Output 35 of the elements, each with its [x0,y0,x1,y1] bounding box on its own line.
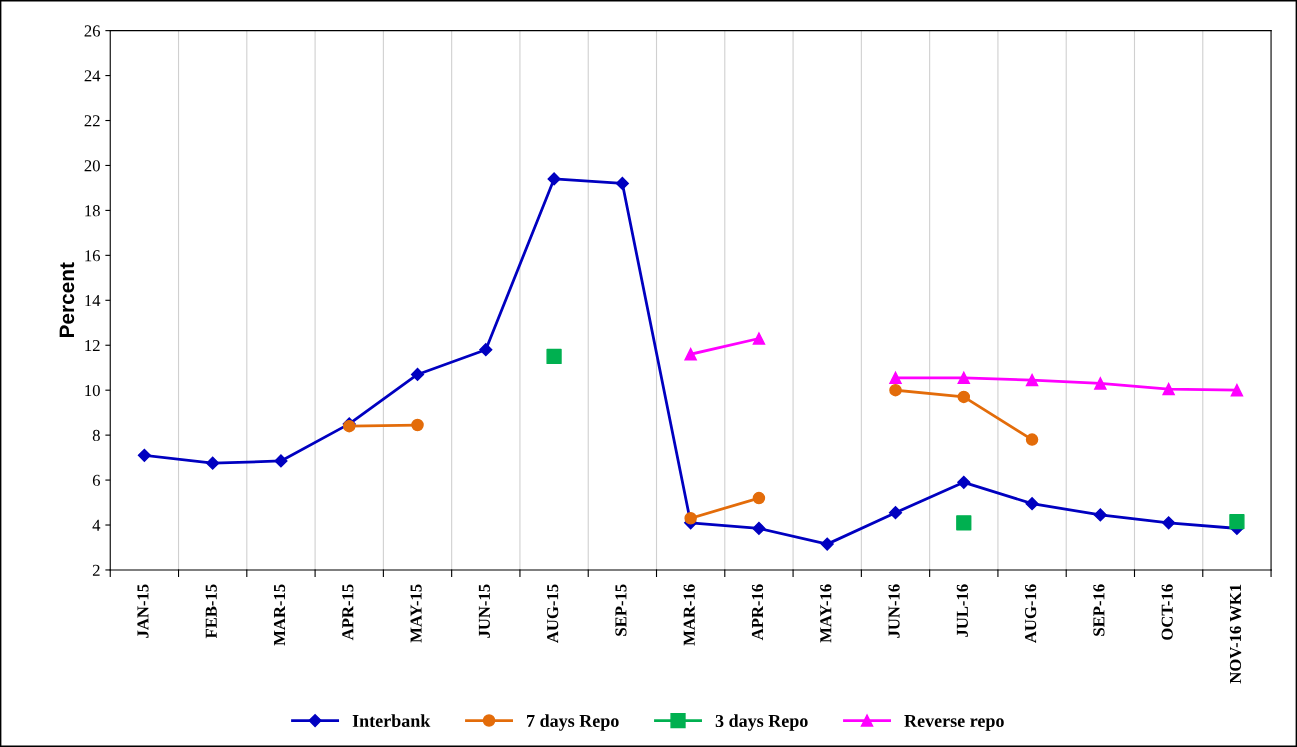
x-tick-label: MAY-15 [410,584,422,643]
x-tick-label: OCT-16 [1161,584,1173,640]
y-axis-title: Percent [59,262,75,338]
y-tick-label: 2 [92,564,100,576]
y-tick-label: 8 [92,429,100,442]
y-tick-label: 16 [85,250,101,262]
x-tick-label: NOV-16 WK1 [1229,584,1242,684]
x-tick-label: AUG-15 [547,584,559,643]
x-tick-label: SEP-16 [1093,584,1105,636]
y-tick-label: 20 [84,160,100,172]
x-tick-label: AUG-16 [1025,584,1037,643]
y-tick-label: 18 [85,205,100,217]
y-tick-label: 22 [84,115,100,127]
x-tick-label: JAN-15 [137,584,149,638]
x-tick-label: APR-15 [342,584,354,641]
x-tick-label: MAR-15 [273,584,286,646]
x-tick-label: APR-16 [751,584,764,641]
y-tick-label: 4 [92,519,101,531]
x-tick-label: MAY-16 [820,584,832,643]
y-tick-label: 24 [84,70,101,82]
y-tick-label: 6 [92,474,101,487]
y-tick-label: 14 [85,295,101,307]
x-tick-label: SEP-15 [615,584,627,636]
legend-label: 3 days Repo [715,714,808,731]
y-tick-label: 26 [84,25,101,37]
x-tick-label: FEB-15 [205,584,217,639]
x-tick-label: JUL-16 [956,584,968,637]
x-tick-label: MAR-16 [683,584,695,646]
x-tick-label: JUN-16 [888,584,900,638]
y-tick-label: 10 [85,384,100,397]
y-tick-label: 12 [85,339,100,352]
legend-label: 7 days Repo [527,714,619,731]
x-tick-label: JUN-15 [478,584,490,638]
legend-label: Interbank [352,714,431,728]
legend-label: Reverse repo [904,715,1004,731]
